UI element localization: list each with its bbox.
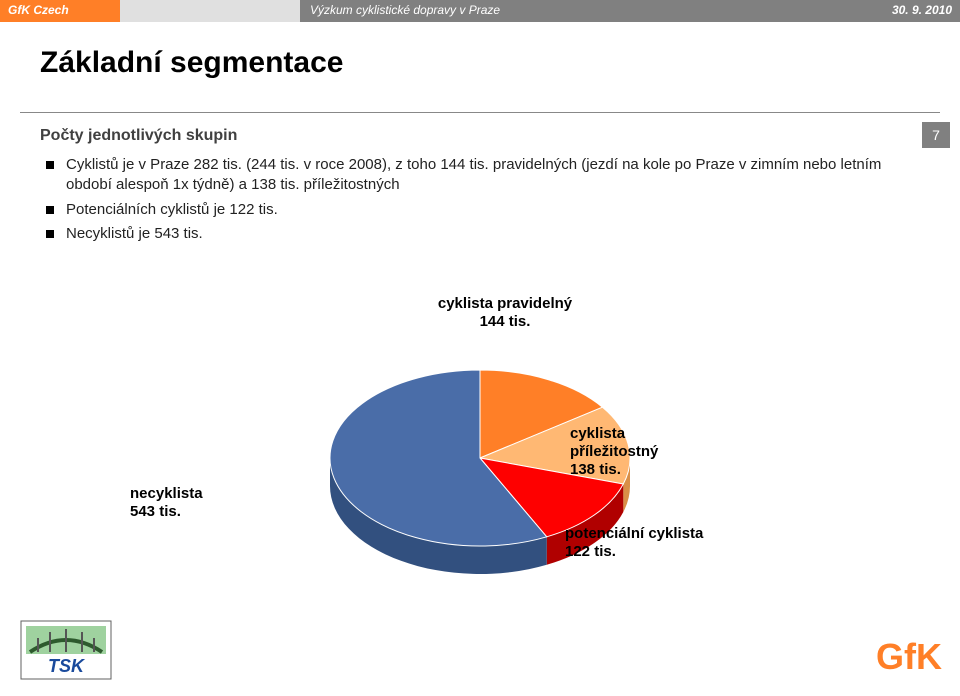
header-date: 30. 9. 2010: [850, 0, 960, 22]
pie-label: cyklistapříležitostný138 tis.: [570, 425, 720, 479]
pie-label: necyklista543 tis.: [130, 485, 250, 521]
header-gap: [120, 0, 300, 22]
header-bar: GfK Czech Výzkum cyklistické dopravy v P…: [0, 0, 960, 22]
page-title: Základní segmentace: [0, 22, 960, 108]
bullet-item: Cyklistů je v Praze 282 tis. (244 tis. v…: [46, 155, 920, 196]
bullet-item: Necyklistů je 543 tis.: [46, 224, 920, 244]
subheading: Počty jednotlivých skupin: [40, 127, 920, 145]
content-block: Počty jednotlivých skupin Cyklistů je v …: [0, 127, 960, 244]
brand-cell: GfK Czech: [0, 0, 120, 22]
gfk-logo: GfK: [876, 636, 942, 678]
bullet-list: Cyklistů je v Praze 282 tis. (244 tis. v…: [40, 155, 920, 244]
chart-area: cyklista pravidelný144 tis.cyklistapříle…: [0, 310, 960, 640]
svg-text:TSK: TSK: [48, 656, 86, 676]
title-rule: [20, 112, 940, 113]
pie-label: potenciální cyklista122 tis.: [565, 525, 745, 561]
pie-chart: [300, 350, 660, 615]
tsk-logo: TSK: [20, 620, 112, 680]
pie-label: cyklista pravidelný144 tis.: [415, 295, 595, 331]
bullet-item: Potenciálních cyklistů je 122 tis.: [46, 200, 920, 220]
